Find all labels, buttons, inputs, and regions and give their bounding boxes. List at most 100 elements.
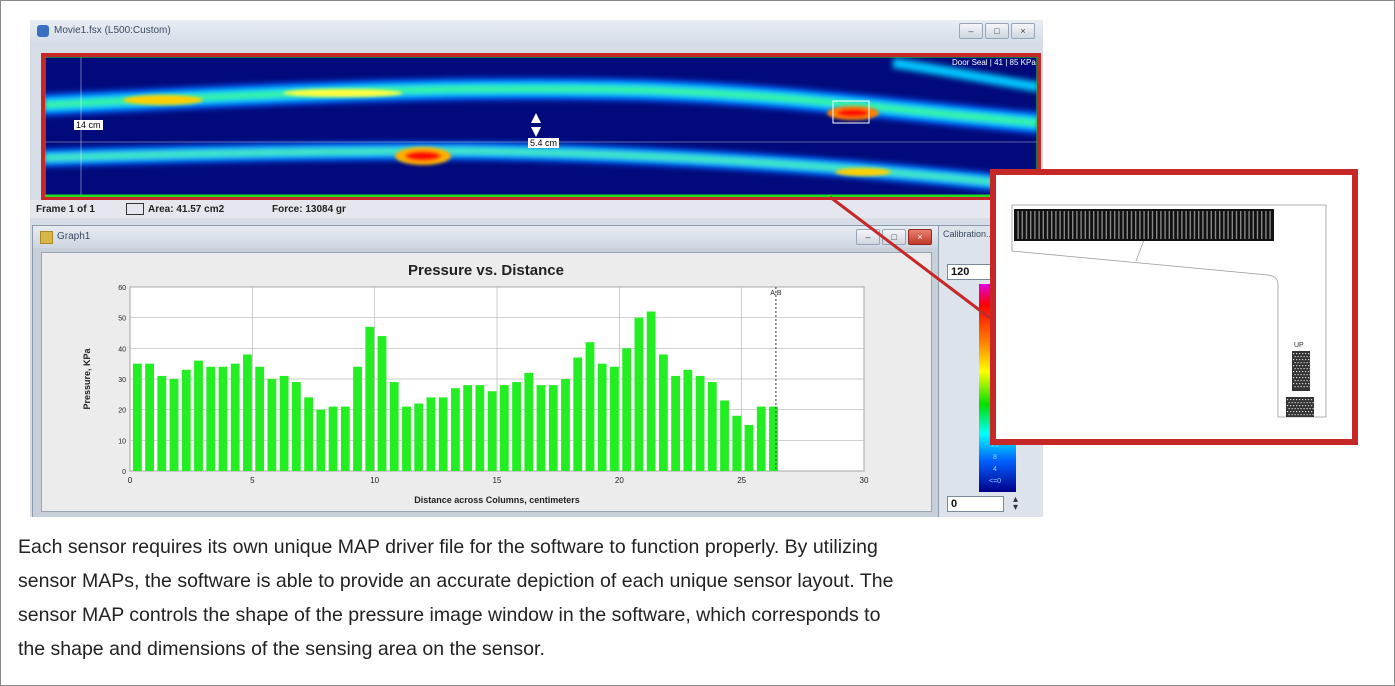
pad-cell	[1309, 408, 1311, 410]
sensor-column	[1126, 211, 1128, 239]
caption-line: the shape and dimensions of the sensing …	[18, 638, 545, 660]
sensor-column	[1038, 211, 1040, 239]
legend-max-input[interactable]: 120	[947, 264, 994, 280]
pad-cell	[1305, 405, 1307, 407]
pad-cell	[1293, 411, 1295, 413]
graph-minimize-button[interactable]: –	[856, 229, 880, 245]
pad-cell	[1293, 399, 1295, 401]
pressure-bar	[132, 363, 142, 471]
sensor-column	[1252, 211, 1254, 239]
sensor-column	[1185, 211, 1187, 239]
pressure-bar	[157, 375, 167, 471]
caption-line: Each sensor requires its own unique MAP …	[18, 536, 878, 558]
pad-cell	[1309, 356, 1311, 358]
sensor-column	[1177, 211, 1179, 239]
pressure-bar	[610, 366, 619, 471]
caption-line: sensor MAP controls the shape of the pre…	[18, 604, 881, 626]
pressure-bar	[499, 385, 509, 471]
x-tick-label: 25	[737, 476, 746, 485]
pad-cell	[1302, 405, 1304, 407]
pad-cell	[1302, 359, 1304, 361]
pad-cell	[1309, 380, 1311, 382]
pad-cell	[1309, 386, 1311, 388]
pad-cell	[1293, 353, 1295, 355]
sensor-column	[1214, 211, 1217, 239]
sensor-column	[1160, 211, 1162, 239]
window-controls: – □ ×	[959, 23, 1035, 39]
minimize-button[interactable]: –	[959, 23, 983, 39]
pad-cell	[1302, 383, 1304, 385]
pressure-bar	[463, 385, 473, 471]
pressure-bar	[756, 406, 766, 471]
pressure-bar	[389, 382, 399, 471]
pad-cell	[1288, 414, 1290, 416]
sensor-column	[1063, 211, 1065, 239]
pad-cell	[1300, 356, 1302, 358]
pad-cell	[1293, 359, 1295, 361]
pad-cell	[1287, 399, 1289, 401]
close-button[interactable]: ×	[1011, 23, 1035, 39]
pad-cell	[1299, 359, 1301, 361]
sensor-column	[1088, 211, 1091, 239]
pad-cell	[1294, 414, 1296, 416]
chart-ticks: 0 5 10 15 20 25 30 0 10 20 30 40 50 60 A,B	[118, 285, 869, 485]
pad-cell	[1302, 399, 1304, 401]
pad-cell	[1308, 411, 1310, 413]
center-distance-label: 5.4 cm	[528, 138, 560, 148]
sensor-column	[1080, 211, 1082, 239]
y-tick-label: 40	[118, 346, 126, 353]
graph-icon	[40, 231, 53, 244]
graph-close-button[interactable]: ×	[908, 229, 932, 245]
pad-cell	[1293, 365, 1295, 367]
chart-x-axis-label: Distance across Columns, centimeters	[414, 495, 580, 505]
pad-cell	[1299, 411, 1301, 413]
maximize-button[interactable]: □	[985, 23, 1009, 39]
sensor-column	[1025, 211, 1028, 239]
x-tick-label: 15	[493, 476, 502, 485]
pad-cell	[1306, 374, 1308, 376]
pad-cell	[1305, 377, 1307, 379]
sensor-column	[1072, 211, 1074, 239]
pressure-bar	[279, 375, 289, 471]
pad-cell	[1294, 408, 1296, 410]
pad-cell	[1306, 380, 1308, 382]
sensor-column	[1156, 211, 1158, 239]
pad-cell	[1299, 365, 1301, 367]
sensor-layout-drawing: UP	[1011, 204, 1327, 418]
sensor-column	[1130, 211, 1133, 239]
pad-cell	[1296, 353, 1298, 355]
pressure-bar	[561, 379, 570, 471]
sensor-column	[1151, 211, 1154, 239]
sensor-column	[1046, 211, 1049, 239]
pad-cell	[1296, 371, 1298, 373]
sensor-column	[1042, 211, 1044, 239]
sensor-column	[1105, 211, 1107, 239]
sensor-column	[1198, 211, 1200, 239]
pad-cell	[1299, 399, 1301, 401]
pressure-bar	[597, 363, 607, 471]
pressure-bar	[414, 403, 424, 471]
pressure-map-view[interactable]	[43, 55, 1039, 197]
pad-cell	[1306, 362, 1308, 364]
pad-cell	[1294, 368, 1296, 370]
legend-min-input[interactable]: 0	[947, 496, 1004, 512]
sensor-column	[1168, 211, 1170, 239]
pad-cell	[1305, 411, 1307, 413]
pad-cell	[1288, 402, 1290, 404]
sensor-column	[1244, 211, 1246, 239]
pressure-bar	[402, 406, 411, 471]
sensor-column	[1227, 211, 1229, 239]
sensor-column	[1114, 211, 1116, 239]
pad-cell	[1296, 411, 1298, 413]
graph-maximize-button[interactable]: □	[882, 229, 906, 245]
legend-spinner-icon[interactable]: ▴ ▾	[1013, 494, 1019, 513]
sensor-column	[1223, 211, 1225, 239]
pad-cell	[1308, 399, 1310, 401]
movie-window-title-bar: Movie1.fsx (L500:Custom) – □ ×	[30, 20, 1043, 46]
sensor-column	[1248, 211, 1250, 239]
pressure-bar	[316, 409, 326, 471]
y-tick-label: 0	[122, 469, 126, 476]
sensor-column	[1055, 211, 1057, 239]
sensor-column	[1256, 211, 1259, 239]
pressure-bar	[646, 311, 656, 471]
